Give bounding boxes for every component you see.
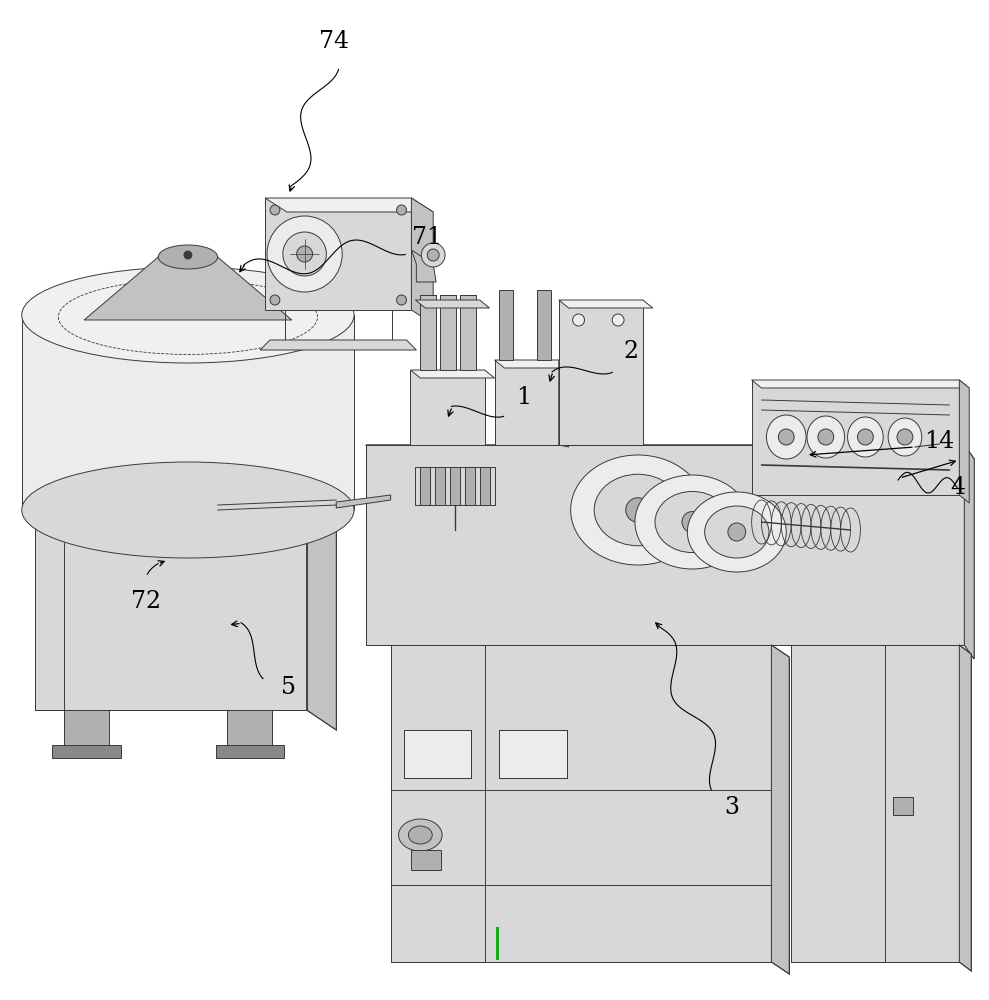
Polygon shape <box>435 467 445 505</box>
Polygon shape <box>52 745 121 758</box>
Polygon shape <box>791 645 959 962</box>
Polygon shape <box>415 467 494 505</box>
Polygon shape <box>391 645 771 962</box>
Polygon shape <box>420 295 436 370</box>
Polygon shape <box>420 467 430 505</box>
Bar <box>404 730 471 778</box>
Text: 1: 1 <box>516 386 532 410</box>
Circle shape <box>397 205 406 215</box>
Text: 72: 72 <box>132 590 161 613</box>
Polygon shape <box>22 315 354 510</box>
Ellipse shape <box>571 455 705 565</box>
Polygon shape <box>415 300 490 308</box>
Polygon shape <box>265 198 411 310</box>
Ellipse shape <box>888 418 922 456</box>
Circle shape <box>267 216 342 292</box>
Polygon shape <box>964 445 974 659</box>
Bar <box>404 730 471 778</box>
Ellipse shape <box>848 417 883 457</box>
Ellipse shape <box>807 416 845 458</box>
Polygon shape <box>752 380 969 388</box>
Ellipse shape <box>704 506 769 558</box>
Circle shape <box>421 243 445 267</box>
Circle shape <box>728 523 746 541</box>
Polygon shape <box>771 645 789 974</box>
Polygon shape <box>959 645 971 971</box>
Circle shape <box>897 429 913 445</box>
Circle shape <box>626 498 650 522</box>
Polygon shape <box>559 300 653 308</box>
Polygon shape <box>440 295 456 370</box>
Ellipse shape <box>766 415 806 459</box>
Ellipse shape <box>22 462 354 558</box>
Polygon shape <box>366 445 974 459</box>
Text: 5: 5 <box>281 676 297 700</box>
Circle shape <box>573 314 584 326</box>
Polygon shape <box>494 360 559 445</box>
Bar <box>499 730 567 778</box>
Polygon shape <box>35 505 307 710</box>
Polygon shape <box>752 380 959 495</box>
Polygon shape <box>537 290 551 360</box>
Text: 14: 14 <box>925 430 954 454</box>
Bar <box>893 797 913 815</box>
Circle shape <box>283 232 326 276</box>
Ellipse shape <box>635 475 750 569</box>
Polygon shape <box>559 360 569 447</box>
Ellipse shape <box>399 819 442 851</box>
Circle shape <box>612 314 624 326</box>
Circle shape <box>397 295 406 305</box>
Text: 71: 71 <box>412 227 442 249</box>
Polygon shape <box>366 445 964 645</box>
Polygon shape <box>410 370 494 378</box>
Circle shape <box>818 429 834 445</box>
Circle shape <box>427 249 439 261</box>
Text: 3: 3 <box>724 796 740 820</box>
Polygon shape <box>460 295 476 370</box>
Polygon shape <box>336 495 391 508</box>
Ellipse shape <box>158 245 218 269</box>
Polygon shape <box>465 467 475 505</box>
Circle shape <box>297 246 313 262</box>
Polygon shape <box>307 505 336 730</box>
Ellipse shape <box>594 474 681 546</box>
Bar <box>499 730 567 778</box>
Polygon shape <box>84 257 292 320</box>
Polygon shape <box>64 710 109 745</box>
Polygon shape <box>410 370 485 445</box>
Ellipse shape <box>687 492 786 572</box>
Circle shape <box>184 251 192 259</box>
Circle shape <box>270 205 280 215</box>
Polygon shape <box>499 290 513 360</box>
Ellipse shape <box>22 267 354 363</box>
Ellipse shape <box>408 826 432 844</box>
Polygon shape <box>35 505 336 525</box>
Text: 74: 74 <box>319 30 349 53</box>
Ellipse shape <box>655 491 730 553</box>
Polygon shape <box>494 360 569 368</box>
Polygon shape <box>227 710 272 745</box>
Bar <box>411 850 441 870</box>
Circle shape <box>682 512 702 532</box>
Text: 2: 2 <box>623 340 639 363</box>
Polygon shape <box>411 250 436 282</box>
Polygon shape <box>411 198 433 324</box>
Circle shape <box>778 429 794 445</box>
Polygon shape <box>959 380 969 503</box>
Polygon shape <box>216 745 284 758</box>
Polygon shape <box>480 467 490 505</box>
Circle shape <box>857 429 873 445</box>
Polygon shape <box>450 467 460 505</box>
Circle shape <box>270 295 280 305</box>
Text: 4: 4 <box>949 477 965 499</box>
Polygon shape <box>265 198 433 212</box>
Polygon shape <box>559 300 643 445</box>
Polygon shape <box>260 340 416 350</box>
